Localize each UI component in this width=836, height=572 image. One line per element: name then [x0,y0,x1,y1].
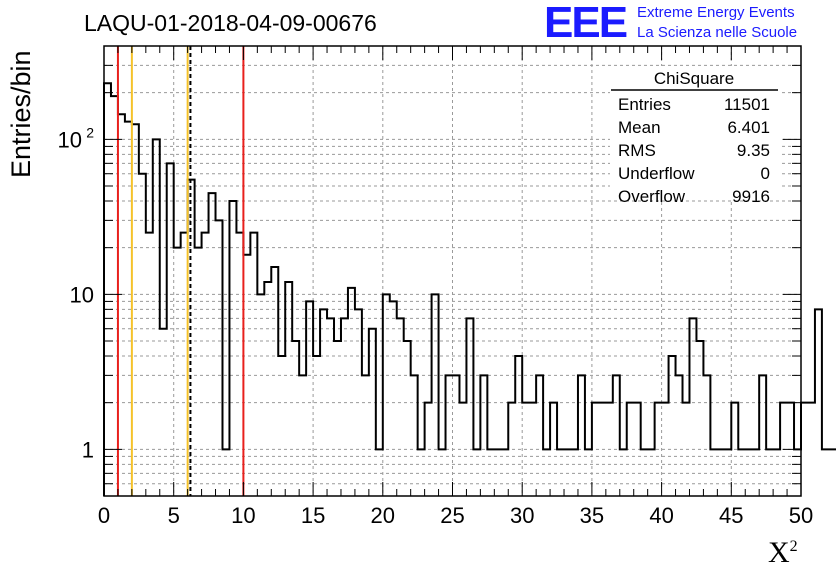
stats-label: Underflow [618,164,695,183]
x-tick-label: 15 [301,503,325,528]
x-tick-label: 0 [98,503,110,528]
x-tick-label: 30 [510,503,534,528]
x-tick-label: 50 [789,503,813,528]
x-tick-label: 45 [719,503,743,528]
stats-value: 6.401 [727,118,770,137]
logo-line-2: La Scienza nelle Scuole [637,24,798,41]
stats-label: Overflow [618,187,686,206]
y-tick-label-exponent: 2 [86,124,94,140]
x-tick-label: 10 [231,503,255,528]
x-tick-label: 20 [371,503,395,528]
stats-title: ChiSquare [654,69,734,88]
stats-label: Mean [618,118,661,137]
x-axis-label: X2 [768,536,798,570]
x-tick-label: 35 [580,503,604,528]
y-tick-label: 1 [82,437,94,462]
stats-value: 0 [761,164,770,183]
y-tick-label: 10 [58,127,82,152]
stats-value: 9.35 [737,141,770,160]
stats-value: 11501 [724,95,770,114]
x-tick-label: 40 [649,503,673,528]
x-tick-label: 5 [168,503,180,528]
eee-logo: EEE [544,0,628,47]
histogram-line [103,82,836,496]
stats-label: RMS [618,141,656,160]
x-tick-label: 25 [440,503,464,528]
y-tick-label: 10 [70,282,94,307]
chart-title: LAQU-01-2018-04-09-00676 [84,10,377,36]
x-axis-label-sup: 2 [789,538,798,555]
stats-box [610,66,780,200]
logo-line-1: Extreme Energy Events [637,4,795,21]
stats-value: 9916 [732,187,770,206]
x-axis-label-base: X [768,536,790,569]
stats-label: Entries [618,95,671,114]
